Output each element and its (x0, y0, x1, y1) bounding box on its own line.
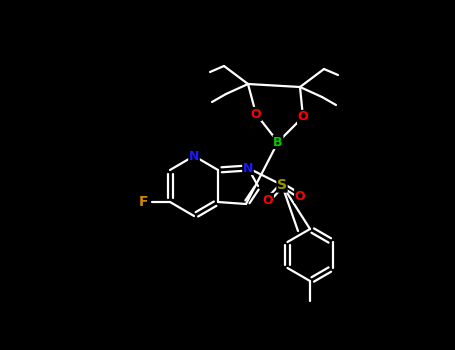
Text: O: O (251, 107, 261, 120)
Text: O: O (263, 194, 273, 206)
Text: F: F (139, 195, 149, 209)
Text: O: O (295, 189, 305, 203)
Text: O: O (298, 111, 308, 124)
Text: S: S (277, 178, 287, 192)
Text: N: N (189, 149, 199, 162)
Text: N: N (243, 161, 253, 175)
Text: B: B (273, 135, 283, 148)
